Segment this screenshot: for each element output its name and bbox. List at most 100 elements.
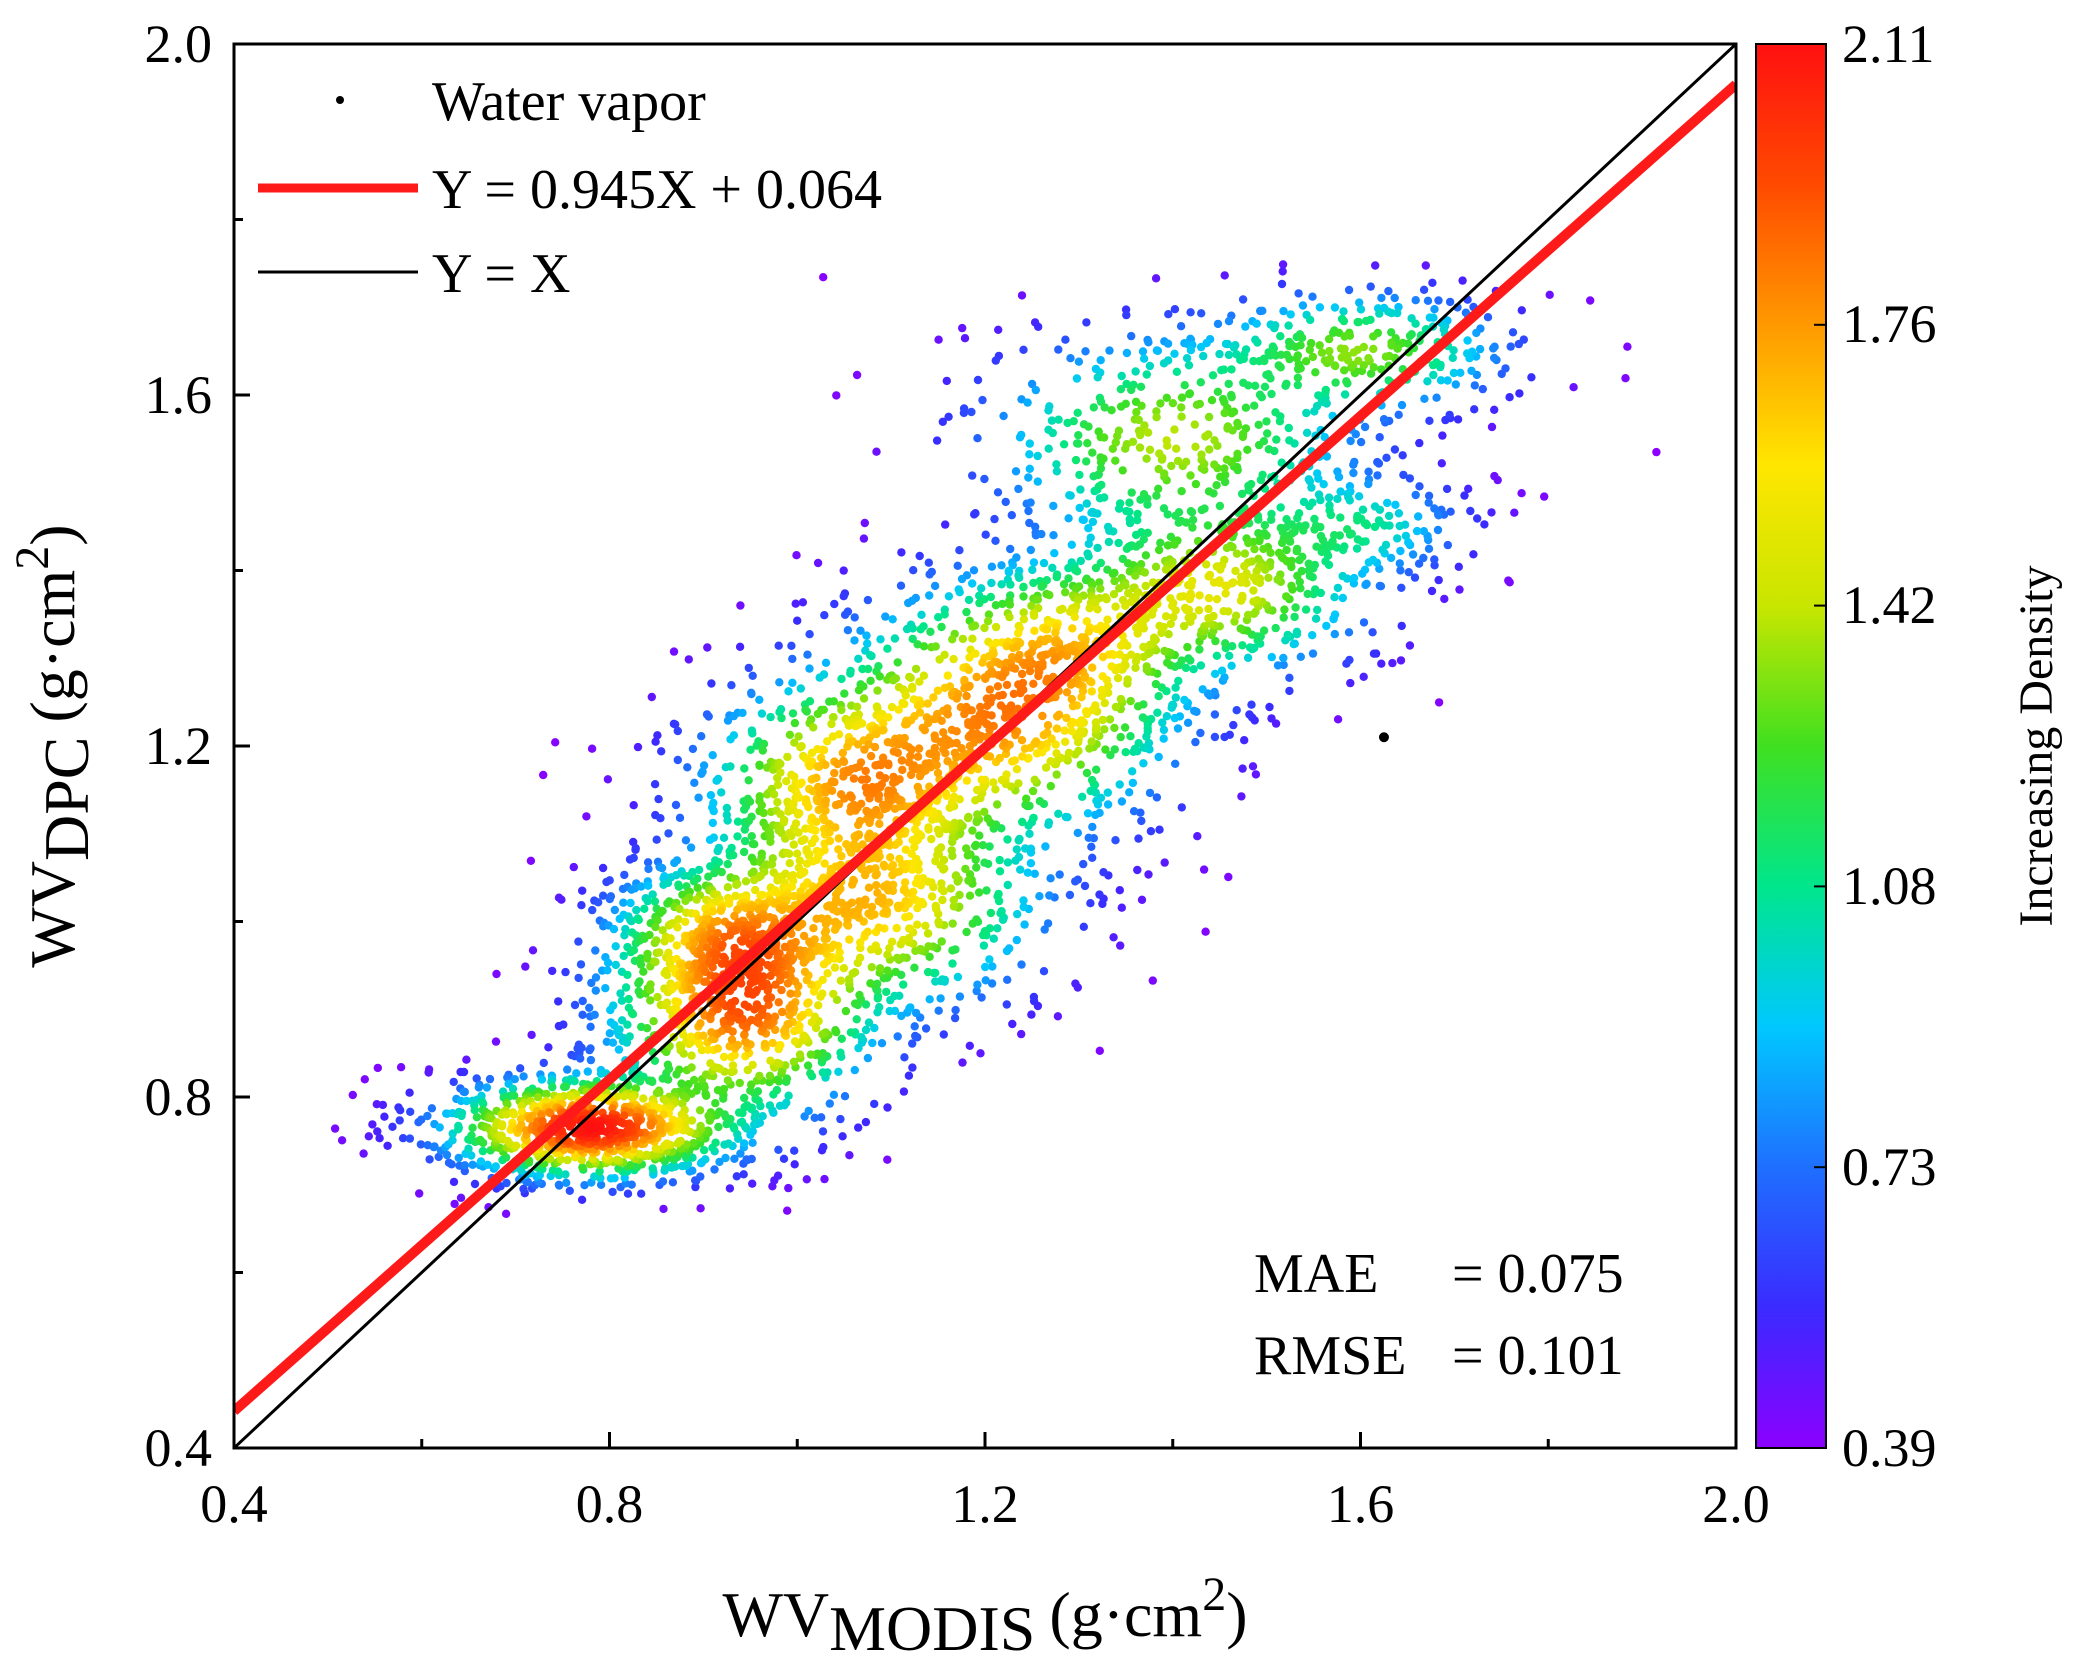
scatter-point <box>1330 629 1340 639</box>
scatter-point <box>898 765 907 775</box>
scatter-point <box>576 960 586 969</box>
scatter-point <box>892 923 901 933</box>
scatter-point <box>1427 586 1437 596</box>
scatter-point <box>654 794 663 804</box>
scatter-point <box>1011 467 1021 476</box>
scatter-point <box>855 990 864 1000</box>
scatter-point <box>1045 590 1054 600</box>
scatter-point <box>388 1122 397 1132</box>
scatter-point <box>1092 624 1101 634</box>
scatter-point <box>818 1030 827 1039</box>
scatter-point <box>1404 538 1413 547</box>
scatter-point <box>1061 335 1070 344</box>
scatter-point <box>1360 519 1370 528</box>
scatter-point <box>1440 594 1449 604</box>
scatter-point <box>1117 371 1126 381</box>
scatter-point <box>740 1000 749 1009</box>
scatter-point <box>608 1038 618 1047</box>
scatter-point <box>920 726 929 735</box>
scatter-point <box>836 1114 845 1124</box>
scatter-point <box>1336 513 1345 522</box>
scatter-point <box>1113 673 1123 683</box>
scatter-point <box>1020 844 1030 853</box>
scatter-point <box>687 1063 696 1072</box>
scatter-point <box>605 876 614 885</box>
scatter-point <box>766 712 775 722</box>
scatter-point <box>919 642 929 651</box>
scatter-point <box>950 792 959 801</box>
scatter-point <box>1071 584 1081 594</box>
scatter-point <box>1213 319 1223 329</box>
scatter-point <box>1100 493 1109 502</box>
scatter-point <box>1029 813 1038 823</box>
scatter-point <box>1237 792 1246 801</box>
scatter-point <box>1186 471 1195 480</box>
scatter-point <box>674 882 684 891</box>
scatter-point <box>1199 351 1208 361</box>
scatter-point <box>1293 351 1303 360</box>
scatter-point <box>1098 715 1108 725</box>
scatter-point <box>1390 445 1400 454</box>
scatter-point <box>1017 430 1026 440</box>
scatter-point <box>1060 726 1069 735</box>
scatter-point <box>454 1123 463 1133</box>
scatter-point <box>1238 764 1247 773</box>
scatter-point <box>1087 775 1097 785</box>
scatter-point <box>890 991 899 1001</box>
scatter-point <box>1262 531 1271 540</box>
scatter-point <box>1330 361 1340 370</box>
scatter-point <box>1253 338 1262 347</box>
scatter-point <box>852 702 862 711</box>
scatter-point <box>898 935 908 945</box>
scatter-point <box>672 871 681 880</box>
scatter-point <box>900 699 909 709</box>
scatter-point <box>780 942 790 952</box>
scatter-point <box>648 1164 657 1173</box>
scatter-point <box>1086 899 1095 908</box>
scatter-point <box>577 901 586 910</box>
scatter-point <box>696 1121 705 1131</box>
scatter-point <box>747 832 756 841</box>
scatter-point <box>1463 336 1472 345</box>
scatter-point <box>897 548 906 557</box>
scatter-point <box>1345 655 1354 665</box>
scatter-point <box>470 1106 479 1115</box>
scatter-point <box>796 887 805 896</box>
scatter-point <box>819 745 829 755</box>
scatter-point <box>789 840 798 849</box>
scatter-point <box>569 862 578 872</box>
scatter-point <box>1193 832 1202 841</box>
scatter-point <box>1170 540 1179 549</box>
scatter-point <box>1397 621 1406 631</box>
scatter-point <box>800 867 809 877</box>
scatter-point <box>696 1019 705 1028</box>
scatter-point <box>846 791 855 800</box>
scatter-point <box>1295 555 1304 565</box>
scatter-point <box>913 782 922 792</box>
scatter-point <box>1018 817 1027 827</box>
scatter-point <box>544 1043 553 1052</box>
scatter-point <box>923 929 933 938</box>
scatter-point <box>1156 399 1165 408</box>
scatter-point <box>1398 451 1407 460</box>
scatter-point <box>968 826 977 835</box>
scatter-point <box>724 899 734 908</box>
scatter-point <box>867 902 877 912</box>
scatter-point <box>1011 856 1020 865</box>
scatter-point <box>804 1106 813 1116</box>
scatter-point <box>1134 739 1143 748</box>
scatter-point <box>1278 260 1288 269</box>
scatter-point <box>1368 628 1377 637</box>
scatter-point <box>681 836 691 845</box>
scatter-point <box>1083 439 1092 448</box>
scatter-point <box>1358 505 1368 514</box>
scatter-point <box>502 1178 511 1188</box>
scatter-point <box>1155 825 1164 834</box>
scatter-point <box>1161 612 1171 621</box>
scatter-point <box>1244 481 1253 490</box>
scatter-point <box>1027 379 1037 389</box>
scatter-point <box>1292 547 1302 556</box>
scatter-point <box>687 1051 696 1060</box>
scatter-point <box>1155 621 1164 631</box>
scatter-point <box>1110 576 1119 586</box>
